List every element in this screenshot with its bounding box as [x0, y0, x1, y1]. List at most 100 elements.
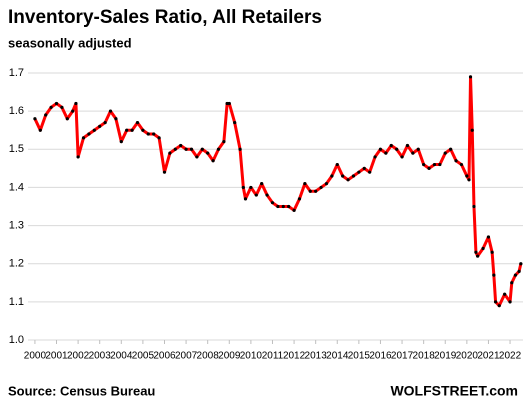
y-tick-label: 1.0 — [9, 334, 24, 346]
point — [378, 147, 383, 151]
point — [33, 117, 37, 121]
point — [49, 105, 53, 109]
point — [346, 178, 350, 182]
point — [341, 174, 345, 178]
point — [459, 162, 464, 167]
point — [389, 143, 393, 148]
x-tick-label: 2003 — [89, 351, 112, 362]
x-tick-label: 2011 — [262, 351, 284, 362]
point — [314, 189, 318, 193]
point — [54, 101, 59, 106]
point — [422, 162, 426, 167]
point — [241, 185, 245, 190]
point — [157, 136, 161, 140]
point — [400, 155, 404, 159]
point — [211, 159, 215, 163]
x-tick-label: 2017 — [391, 351, 414, 362]
point — [465, 174, 469, 178]
point — [60, 105, 64, 109]
point — [395, 147, 399, 151]
y-tick-label: 1.2 — [9, 258, 24, 270]
point — [249, 185, 253, 190]
point — [74, 101, 78, 106]
point — [368, 170, 372, 174]
point — [81, 136, 86, 140]
point — [373, 155, 377, 159]
point — [357, 170, 361, 174]
point — [238, 147, 242, 151]
source: Source: Census Bureau — [8, 383, 155, 398]
point — [227, 101, 231, 106]
point — [503, 292, 507, 296]
point — [486, 235, 491, 239]
point — [130, 128, 134, 132]
point — [173, 147, 177, 151]
point — [103, 120, 107, 125]
point — [222, 140, 226, 144]
point — [416, 147, 420, 151]
point — [432, 162, 437, 167]
point — [438, 162, 442, 167]
point — [470, 128, 474, 132]
point — [330, 174, 334, 178]
y-tick-label: 1.5 — [9, 143, 24, 155]
x-tick-label: 2000 — [24, 351, 47, 362]
x-tick-label: 2001 — [45, 351, 68, 362]
point — [493, 300, 498, 304]
x-tick-label: 2006 — [153, 351, 176, 362]
point — [351, 174, 356, 178]
brand: WOLFSTREET.com — [390, 383, 518, 399]
point — [472, 204, 476, 209]
point — [490, 250, 494, 254]
chart-subtitle: seasonally adjusted — [8, 35, 132, 50]
point — [168, 151, 172, 155]
x-tick-label: 2016 — [369, 351, 392, 362]
x-tick-label: 2018 — [413, 351, 436, 362]
x-tick-label: 2009 — [218, 351, 241, 362]
point — [297, 197, 302, 201]
point — [184, 147, 188, 151]
x-tick-label: 2012 — [283, 351, 306, 362]
point — [324, 182, 329, 186]
x-tick-label: 2002 — [67, 351, 90, 362]
point — [497, 304, 501, 308]
point — [98, 124, 102, 128]
point — [319, 185, 323, 190]
point — [287, 204, 291, 209]
point — [65, 117, 69, 121]
point — [519, 262, 523, 266]
point — [135, 120, 140, 125]
x-tick-label: 2020 — [456, 351, 479, 362]
point — [141, 128, 145, 132]
x-tick-label: 2013 — [305, 351, 328, 362]
x-tick-label: 2005 — [132, 351, 155, 362]
point — [454, 159, 458, 163]
point — [206, 151, 210, 155]
point — [476, 254, 480, 258]
point — [292, 208, 296, 212]
y-tick-label: 1.3 — [9, 219, 24, 231]
point — [114, 117, 118, 121]
point — [517, 269, 521, 273]
point — [216, 147, 221, 151]
point — [179, 143, 183, 148]
point — [510, 281, 514, 285]
point — [405, 143, 410, 148]
point — [92, 128, 96, 132]
point — [152, 132, 156, 136]
point — [189, 147, 194, 151]
point — [270, 201, 275, 205]
x-tick-label: 2007 — [175, 351, 198, 362]
point — [508, 300, 512, 304]
point — [76, 155, 80, 159]
point — [362, 166, 366, 170]
line — [33, 75, 523, 308]
point — [281, 204, 285, 209]
point — [467, 178, 471, 182]
point — [335, 162, 339, 167]
x-tick-label: 2015 — [348, 351, 371, 362]
x-tick-label: 2010 — [240, 351, 263, 362]
point — [71, 109, 75, 113]
point — [233, 120, 237, 125]
